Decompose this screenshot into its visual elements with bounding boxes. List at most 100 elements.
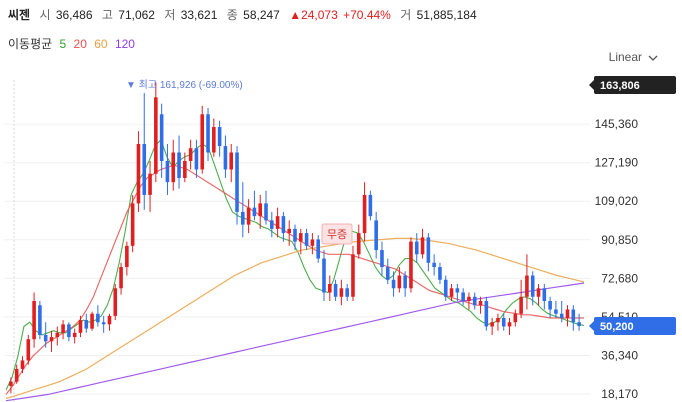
candle-body <box>154 97 158 174</box>
candle-body <box>119 267 123 289</box>
candle-body <box>542 288 547 302</box>
candle-body <box>212 127 216 153</box>
chart-annotations: ▼ 최고 161,926 (-69.00%) 무증 <box>126 79 353 245</box>
change-percent: +70.44% <box>343 8 391 22</box>
candle-body <box>333 284 338 297</box>
candle-body <box>90 313 94 329</box>
candle-body <box>235 152 239 212</box>
candle-body <box>72 332 77 338</box>
candle-body <box>362 194 367 234</box>
candle-body <box>38 305 42 335</box>
candle-body <box>49 337 54 342</box>
candle-body <box>420 237 425 255</box>
candle-body <box>241 211 245 225</box>
candle-body <box>565 309 570 318</box>
ma-legend: 이동평균 5 20 60 120 <box>8 35 139 52</box>
candle-body <box>188 148 193 161</box>
candle-body <box>443 279 448 297</box>
price-badge-label: 163,806 <box>600 80 640 92</box>
y-tick-label: 145,360 <box>595 117 639 131</box>
candle-body <box>345 288 349 297</box>
candle-body <box>571 309 576 323</box>
chevron-down-icon <box>648 50 658 64</box>
candle-body <box>130 203 135 246</box>
y-tick-label: 36,340 <box>601 348 638 362</box>
candle-body <box>142 143 147 195</box>
open-label: 시 <box>39 8 51 22</box>
candle-body <box>461 292 465 302</box>
candle-body <box>275 216 280 229</box>
candle-body <box>125 245 129 268</box>
y-tick-label: 109,020 <box>595 194 639 208</box>
candle-body <box>252 207 257 217</box>
candle-body <box>287 228 291 234</box>
candle-body <box>14 368 19 382</box>
close-value: 58,247 <box>243 8 280 22</box>
volume-value: 51,885,184 <box>416 8 477 22</box>
candle-body <box>484 301 489 327</box>
candle-body <box>403 275 407 289</box>
candle-body <box>43 334 48 342</box>
y-axis: 18,17036,34054,51072,68090,850109,020127… <box>589 76 676 401</box>
candle-body <box>380 250 384 268</box>
candle-body <box>20 360 25 369</box>
ma-line-60 <box>5 237 585 400</box>
candle-body <box>432 262 436 268</box>
y-tick-label: 90,850 <box>601 233 638 247</box>
ma-legend-5[interactable]: 5 <box>59 37 67 51</box>
price-badge-label: 50,200 <box>600 321 634 333</box>
candle-body <box>351 254 355 297</box>
ma-legend-60[interactable]: 60 <box>94 37 108 51</box>
candle-body <box>96 313 100 323</box>
candle-body <box>507 322 512 327</box>
candle-body <box>304 233 309 246</box>
candle-body <box>270 220 274 229</box>
candle-body <box>501 317 506 327</box>
candle-body <box>554 309 558 314</box>
candle-body <box>519 296 523 314</box>
candle-body <box>513 313 518 323</box>
ma-legend-20[interactable]: 20 <box>73 37 87 51</box>
ma-legend-120[interactable]: 120 <box>114 37 135 51</box>
open-value: 36,486 <box>55 8 93 22</box>
candle-body <box>467 296 471 302</box>
candle-body <box>293 228 297 242</box>
moving-average-lines <box>5 138 585 402</box>
candle-body <box>536 288 541 297</box>
candle-body <box>26 339 31 361</box>
candle-body <box>281 216 286 234</box>
candle-body <box>310 239 315 246</box>
y-tick-label: 72,680 <box>601 271 638 285</box>
candle-body <box>229 152 234 170</box>
candle-body <box>385 267 390 280</box>
candle-body <box>183 160 187 178</box>
candle-body <box>299 233 303 242</box>
price-badge-pointer <box>589 321 594 332</box>
candle-body <box>577 322 581 327</box>
candle-body <box>548 301 552 310</box>
candle-body <box>559 313 564 318</box>
candle-body <box>490 322 494 327</box>
ma-line-20 <box>5 164 584 395</box>
candle-body <box>200 114 205 170</box>
candle-body <box>327 284 332 293</box>
candle-body <box>356 233 361 255</box>
candle-body <box>391 279 396 289</box>
high-price-annotation: ▼ 최고 161,926 (-69.00%) <box>126 79 243 91</box>
candle-body <box>530 275 535 297</box>
candle-body <box>84 320 89 329</box>
candle-body <box>478 301 483 306</box>
candle-body <box>368 194 373 217</box>
stock-header: 씨젠 시 36,486 고 71,062 저 33,621 종 58,247 ▲… <box>8 6 483 23</box>
candle-body <box>101 322 106 325</box>
candle-body <box>194 148 199 170</box>
high-value: 71,062 <box>118 8 155 22</box>
candle-body <box>177 152 181 178</box>
price-badge <box>594 317 676 336</box>
scale-selector[interactable]: Linear <box>609 50 658 64</box>
candle-body <box>78 320 83 333</box>
candlesticks <box>9 82 581 394</box>
candle-body <box>61 324 65 333</box>
event-marker-box[interactable] <box>321 223 353 245</box>
